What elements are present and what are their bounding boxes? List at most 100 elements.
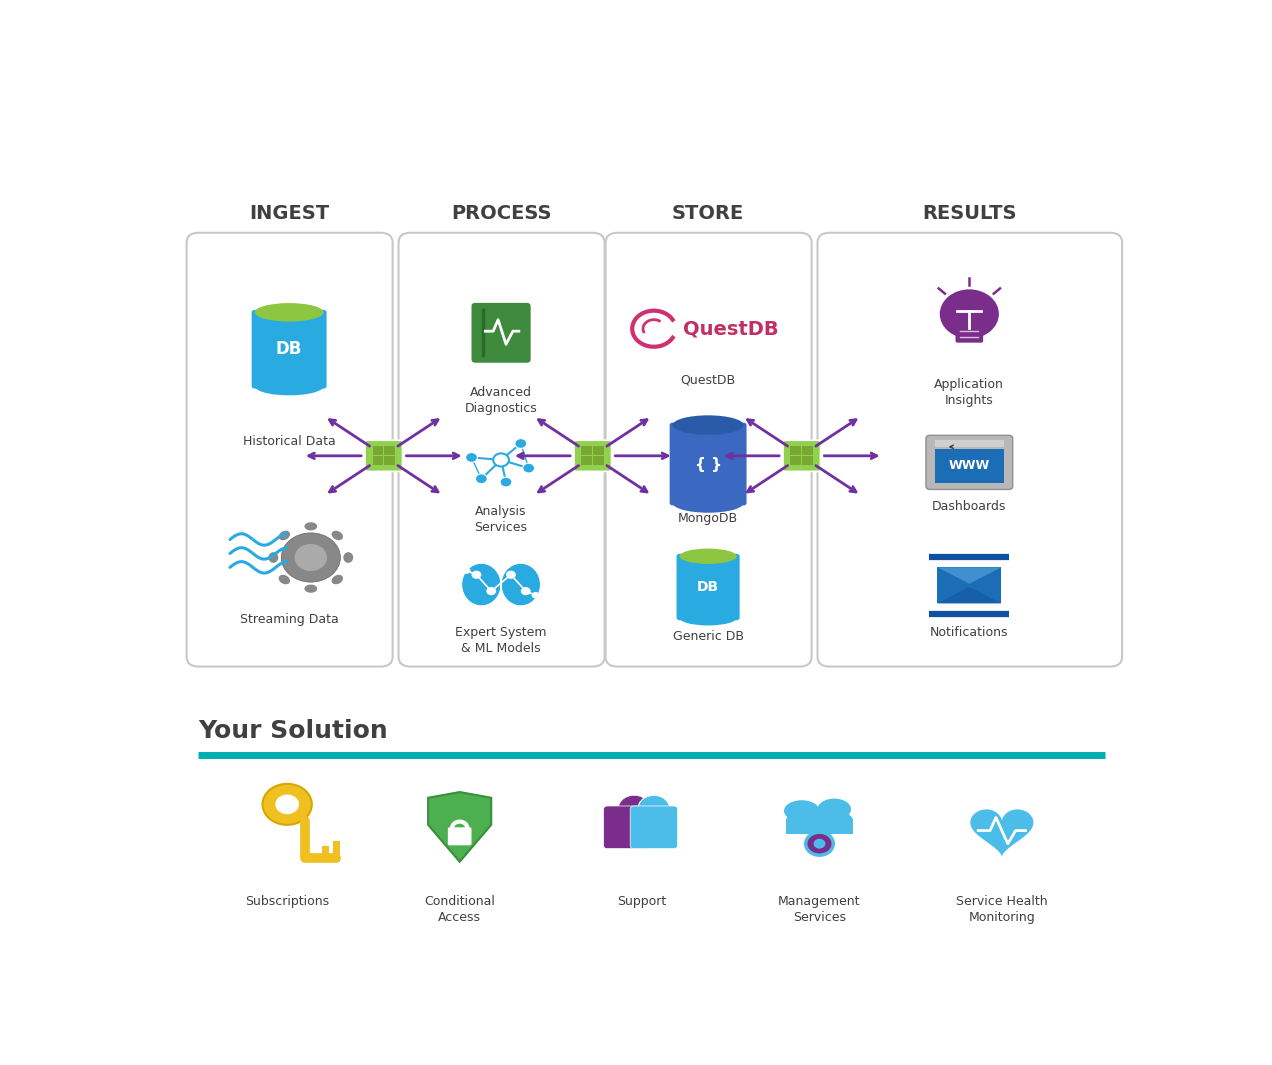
FancyBboxPatch shape <box>398 233 604 667</box>
Text: Historical Data: Historical Data <box>243 435 336 447</box>
Circle shape <box>940 290 999 339</box>
FancyBboxPatch shape <box>669 423 747 506</box>
Ellipse shape <box>784 800 819 821</box>
Text: QuestDB: QuestDB <box>681 374 735 387</box>
FancyBboxPatch shape <box>593 446 604 456</box>
Ellipse shape <box>268 552 279 562</box>
FancyBboxPatch shape <box>790 456 801 465</box>
Circle shape <box>494 454 509 466</box>
FancyBboxPatch shape <box>937 568 1001 604</box>
Ellipse shape <box>673 493 744 512</box>
Circle shape <box>515 439 527 448</box>
Ellipse shape <box>254 377 323 395</box>
Circle shape <box>472 571 481 579</box>
Text: PROCESS: PROCESS <box>450 204 551 224</box>
Circle shape <box>463 568 471 574</box>
Ellipse shape <box>501 563 541 606</box>
FancyBboxPatch shape <box>574 440 612 472</box>
FancyBboxPatch shape <box>384 456 396 465</box>
FancyBboxPatch shape <box>784 440 820 472</box>
Polygon shape <box>937 568 1001 584</box>
Text: Streaming Data: Streaming Data <box>239 613 338 626</box>
FancyBboxPatch shape <box>935 440 1004 447</box>
Polygon shape <box>937 587 1001 604</box>
Bar <box>958 314 981 330</box>
Text: DB: DB <box>276 340 303 358</box>
Text: DB: DB <box>697 580 719 594</box>
Text: Expert System
& ML Models: Expert System & ML Models <box>455 626 547 655</box>
Ellipse shape <box>673 415 744 435</box>
Circle shape <box>532 592 539 599</box>
Text: Support: Support <box>617 895 667 907</box>
FancyBboxPatch shape <box>790 446 801 456</box>
FancyBboxPatch shape <box>365 440 402 472</box>
Text: Conditional
Access: Conditional Access <box>425 895 495 923</box>
Circle shape <box>486 587 496 595</box>
Text: STORE: STORE <box>672 204 744 224</box>
Ellipse shape <box>304 522 317 530</box>
FancyBboxPatch shape <box>448 828 472 846</box>
FancyBboxPatch shape <box>935 448 1004 482</box>
Polygon shape <box>971 809 1033 857</box>
FancyBboxPatch shape <box>803 456 813 465</box>
Text: Application
Insights: Application Insights <box>935 378 1005 407</box>
Ellipse shape <box>279 530 290 540</box>
Ellipse shape <box>304 585 317 593</box>
FancyBboxPatch shape <box>581 456 593 465</box>
FancyBboxPatch shape <box>373 456 383 465</box>
Ellipse shape <box>679 548 736 564</box>
Text: INGEST: INGEST <box>249 204 329 224</box>
Circle shape <box>476 474 487 484</box>
FancyBboxPatch shape <box>955 322 983 343</box>
Ellipse shape <box>688 553 728 560</box>
Ellipse shape <box>332 530 343 540</box>
Circle shape <box>506 571 516 579</box>
Text: Analysis
Services: Analysis Services <box>474 505 528 534</box>
Circle shape <box>520 587 530 595</box>
Text: RESULTS: RESULTS <box>922 204 1016 224</box>
Ellipse shape <box>279 575 290 585</box>
Text: Advanced
Diagnostics: Advanced Diagnostics <box>464 387 538 415</box>
FancyBboxPatch shape <box>926 436 1013 490</box>
Ellipse shape <box>332 575 343 585</box>
Circle shape <box>523 463 534 473</box>
Ellipse shape <box>462 563 501 606</box>
Ellipse shape <box>683 420 733 430</box>
Ellipse shape <box>265 308 313 317</box>
Circle shape <box>466 453 477 462</box>
Ellipse shape <box>254 304 323 322</box>
Polygon shape <box>429 792 491 862</box>
FancyBboxPatch shape <box>677 554 739 620</box>
Text: Notifications: Notifications <box>930 626 1009 639</box>
Circle shape <box>805 832 833 855</box>
Circle shape <box>295 544 327 571</box>
Text: { }: { } <box>695 457 721 472</box>
FancyBboxPatch shape <box>630 806 678 849</box>
Circle shape <box>262 784 312 824</box>
Ellipse shape <box>343 552 354 562</box>
FancyBboxPatch shape <box>593 456 604 465</box>
FancyBboxPatch shape <box>384 446 396 456</box>
FancyBboxPatch shape <box>803 446 813 456</box>
Bar <box>786 819 854 834</box>
FancyBboxPatch shape <box>187 233 393 667</box>
Text: WWW: WWW <box>949 459 990 472</box>
Circle shape <box>618 796 650 821</box>
Text: Service Health
Monitoring: Service Health Monitoring <box>957 895 1048 923</box>
FancyBboxPatch shape <box>604 806 651 849</box>
Circle shape <box>275 794 299 814</box>
Text: QuestDB: QuestDB <box>683 320 778 339</box>
Text: Management
Services: Management Services <box>778 895 861 923</box>
FancyBboxPatch shape <box>373 446 383 456</box>
Text: Subscriptions: Subscriptions <box>245 895 329 907</box>
FancyBboxPatch shape <box>605 233 812 667</box>
Circle shape <box>639 796 669 821</box>
Ellipse shape <box>818 799 851 820</box>
Circle shape <box>500 477 511 487</box>
FancyBboxPatch shape <box>252 310 327 389</box>
Text: MongoDB: MongoDB <box>678 511 738 525</box>
FancyBboxPatch shape <box>581 446 593 456</box>
FancyBboxPatch shape <box>818 233 1122 667</box>
Circle shape <box>281 532 341 583</box>
Circle shape <box>814 839 826 849</box>
